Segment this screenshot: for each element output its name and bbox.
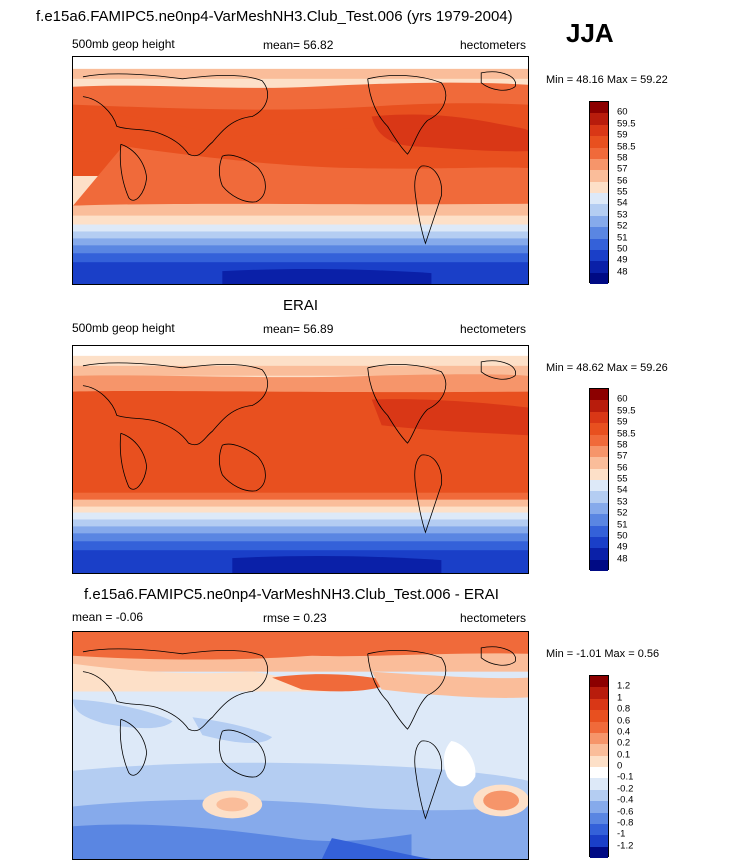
panel3-cb-tick: 1 bbox=[617, 692, 623, 704]
panel3-minmax: Min = -1.01 Max = 0.56 bbox=[546, 648, 660, 660]
panel3-cb-tick: 1.2 bbox=[617, 680, 631, 692]
panel2-variable-label: 500mb geop height bbox=[72, 321, 175, 335]
panel3-cb-tick: 0.8 bbox=[617, 703, 631, 715]
panel3-cb-tick: 0.2 bbox=[617, 737, 631, 749]
panel1-colorbar-labels: 60 59.5 59 58.5 58 57 56 55 54 53 52 51 … bbox=[617, 101, 657, 283]
panel3-title: f.e15a6.FAMIPC5.ne0np4-VarMeshNH3.Club_T… bbox=[84, 586, 499, 603]
panel1-cb-tick: 49 bbox=[617, 254, 628, 266]
panel2-cb-tick: 53 bbox=[617, 496, 628, 508]
panel2-colorbar bbox=[589, 388, 609, 571]
panel1-cb-tick: 59.5 bbox=[617, 118, 636, 130]
panel1-cb-tick: 48 bbox=[617, 266, 628, 278]
panel1-cb-tick: 60 bbox=[617, 106, 628, 118]
panel1-map bbox=[72, 56, 529, 285]
panel2-cb-tick: 49 bbox=[617, 541, 628, 553]
panel3-cb-tick: 0.4 bbox=[617, 726, 631, 738]
panel1-cb-tick: 57 bbox=[617, 163, 628, 175]
panel2-cb-tick: 60 bbox=[617, 393, 628, 405]
panel3-colorbar-labels: 1.2 1 0.8 0.6 0.4 0.2 0.1 0 -0.1 -0.2 -0… bbox=[617, 675, 657, 857]
panel3-cb-tick: -0.8 bbox=[617, 817, 634, 829]
panel1-cb-tick: 51 bbox=[617, 232, 628, 243]
panel3-cb-tick: 0 bbox=[617, 760, 623, 772]
panel2-cb-tick: 50 bbox=[617, 530, 628, 542]
panel3-cb-tick: 0.6 bbox=[617, 715, 631, 726]
panel2-map bbox=[72, 345, 529, 574]
panel2-cb-tick: 56 bbox=[617, 462, 628, 474]
panel1-minmax: Min = 48.16 Max = 59.22 bbox=[546, 74, 668, 86]
panel1-units-label: hectometers bbox=[460, 38, 527, 52]
panel1-cb-tick: 58.5 bbox=[617, 141, 636, 152]
panel1-cb-tick: 56 bbox=[617, 175, 628, 187]
panel3-map-field bbox=[73, 632, 528, 859]
panel3-cb-tick: -0.4 bbox=[617, 794, 634, 806]
panel3-cb-tick: -0.2 bbox=[617, 783, 634, 795]
panel1-cb-tick: 58 bbox=[617, 152, 628, 164]
season-label: JJA bbox=[566, 18, 614, 48]
panel1-variable-label: 500mb geop height bbox=[72, 37, 175, 51]
panel2-cb-tick: 58 bbox=[617, 439, 628, 451]
panel1-title: f.e15a6.FAMIPC5.ne0np4-VarMeshNH3.Club_T… bbox=[36, 8, 513, 25]
panel2-title: ERAI bbox=[283, 297, 319, 314]
panel2-map-field bbox=[73, 346, 528, 573]
panel2-cb-tick: 51 bbox=[617, 519, 628, 530]
panel3-colorbar bbox=[589, 675, 609, 858]
panel2-minmax: Min = 48.62 Max = 59.26 bbox=[546, 362, 668, 374]
panel3-cb-tick: -1 bbox=[617, 828, 626, 840]
panel3-mean-label: mean = -0.06 bbox=[72, 610, 144, 624]
panel1-cb-tick: 55 bbox=[617, 186, 628, 198]
panel3-cb-tick: -0.6 bbox=[617, 806, 634, 817]
panel1-mean-label: mean= 56.82 bbox=[263, 38, 334, 52]
panel2-cb-tick: 59 bbox=[617, 416, 628, 428]
panel1-colorbar bbox=[589, 101, 609, 284]
panel2-cb-tick: 55 bbox=[617, 473, 628, 485]
panel3-map bbox=[72, 631, 529, 860]
panel1-cb-tick: 53 bbox=[617, 209, 628, 221]
panel2-colorbar-labels: 60 59.5 59 58.5 58 57 56 55 54 53 52 51 … bbox=[617, 388, 657, 570]
panel1-cb-tick: 54 bbox=[617, 197, 628, 209]
panel2-units-label: hectometers bbox=[460, 322, 527, 336]
panel3-cb-tick: -0.1 bbox=[617, 771, 634, 783]
panel1-map-field bbox=[73, 57, 528, 284]
panel3-units-label: hectometers bbox=[460, 611, 527, 625]
panel2-cb-tick: 57 bbox=[617, 450, 628, 462]
panel1-cb-tick: 52 bbox=[617, 220, 628, 232]
panel3-rmse-label: rmse = 0.23 bbox=[263, 611, 327, 625]
panel2-mean-label: mean= 56.89 bbox=[263, 322, 334, 336]
panel2-cb-tick: 54 bbox=[617, 484, 628, 496]
panel2-cb-tick: 52 bbox=[617, 507, 628, 519]
panel3-cb-tick: -1.2 bbox=[617, 840, 634, 852]
panel2-cb-tick: 59.5 bbox=[617, 405, 636, 417]
panel1-cb-tick: 59 bbox=[617, 129, 628, 141]
panel2-cb-tick: 58.5 bbox=[617, 428, 636, 439]
panel3-cb-tick: 0.1 bbox=[617, 749, 631, 761]
panel2-cb-tick: 48 bbox=[617, 553, 628, 565]
panel1-cb-tick: 50 bbox=[617, 243, 628, 255]
